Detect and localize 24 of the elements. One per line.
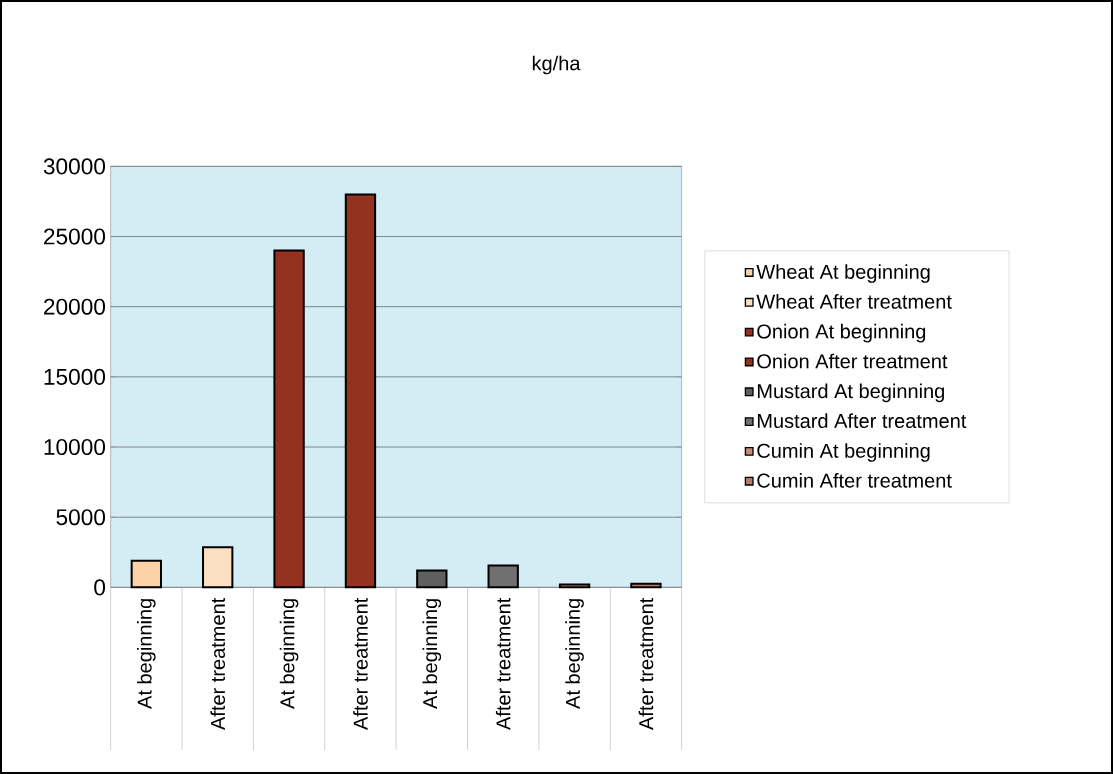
legend-label: Wheat At beginning [756,264,930,283]
y-tick-label: 10000 [44,438,106,456]
legend-label: Wheat After treatment [756,294,952,309]
x-tick-label: After treatment [495,597,511,730]
y-tick-label: 30000 [43,158,106,175]
x-tick-label: After treatment [353,597,368,730]
y-tick-label: 0 [94,579,106,596]
y-tick-label: 20000 [44,298,106,315]
x-tick-label: After treatment [638,597,654,730]
x-tick-label: At beginning [279,599,299,709]
y-tick-label: 25000 [44,228,106,245]
legend-label: Onion At beginning [757,323,926,343]
legend-label: Cumin At beginning [757,443,930,462]
chart-title: kg/ha [532,55,581,75]
x-tick-label: After treatment [210,597,226,730]
y-tick-label: 5000 [56,509,106,526]
x-tick-label: At beginning [565,599,584,709]
x-tick-label: At beginning [422,599,442,709]
legend-label: Cumin After treatment [757,472,952,488]
legend-label: Onion After treatment [757,353,948,369]
y-tick-label: 15000 [44,368,106,385]
x-tick-label: At beginning [137,599,156,709]
legend-label: Mustard After treatment [757,413,967,429]
legend-label: Mustard At beginning [757,383,944,403]
